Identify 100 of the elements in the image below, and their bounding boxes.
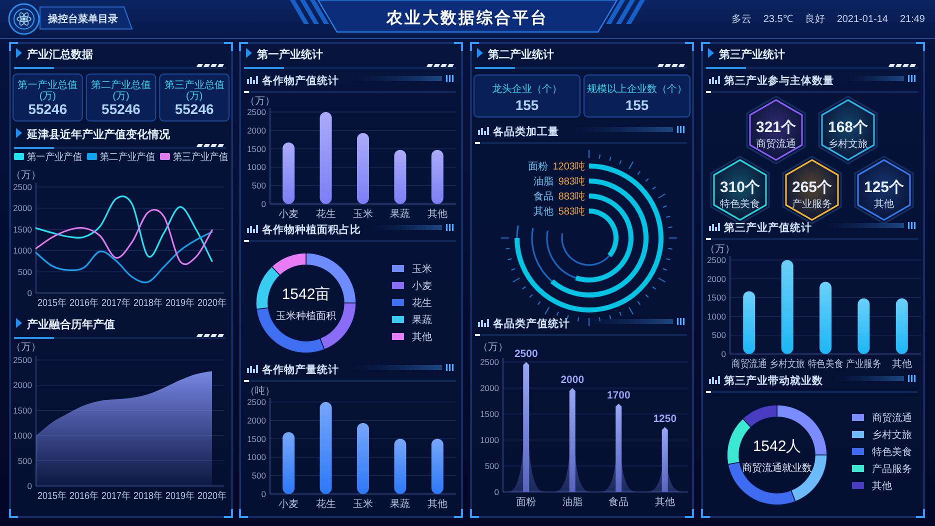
y-axis-title: （万） (705, 244, 735, 255)
x-tick-label: 玉米 (353, 208, 373, 220)
legend-label: 第一产业产值 (27, 151, 87, 163)
chart-title: 各作物产值统计 (261, 74, 339, 87)
x-tick-label: 2019年 (166, 297, 198, 309)
y-tick-label: 2000 (247, 415, 266, 426)
y-tick-label: 0 (721, 349, 726, 359)
y-tick-label: 500 (252, 180, 266, 191)
legend-label: 特色美食 (872, 446, 912, 458)
data-label: 55246 (174, 101, 214, 117)
x-tick-label: 其他 (654, 496, 675, 508)
bar (662, 427, 668, 492)
x-tick-label: 2018年 (134, 297, 166, 309)
y-tick-label: 1000 (480, 435, 500, 445)
legend-label: 商贸流通 (872, 412, 912, 424)
bar (394, 438, 406, 494)
text: 产业汇总数据 (26, 48, 93, 61)
bar (320, 112, 332, 204)
text: 1542亩 (282, 286, 330, 303)
x-tick-label: 特色美食 (808, 358, 848, 370)
x-tick-label: 2016年 (70, 297, 102, 309)
text: 1542人 (752, 438, 802, 455)
y-tick-label: 500 (18, 456, 32, 466)
x-tick-label: 果蔬 (390, 498, 410, 510)
legend-label: 其他 (412, 331, 432, 343)
y-tick-label: 2500 (480, 357, 500, 367)
bar (896, 298, 908, 354)
y-tick-label: 1000 (13, 246, 32, 256)
x-tick-label: 其他 (892, 358, 912, 370)
y-tick-label: 500 (712, 330, 726, 340)
x-tick-label: 2020年 (198, 490, 230, 502)
category-label: 产业服务 (792, 198, 832, 210)
category-label: 第二产业总值(万) (91, 79, 151, 102)
chart-title: 各作物产量统计 (261, 363, 339, 376)
y-tick-label: 0 (27, 481, 32, 491)
y-tick-label: 2500 (13, 182, 32, 192)
y-tick-label: 1500 (707, 292, 726, 303)
x-tick-label: 花生 (316, 498, 336, 510)
text: 23.5℃ (763, 14, 793, 25)
text: 21:49 (900, 14, 926, 25)
bar (431, 150, 444, 204)
bar (282, 432, 295, 494)
y-tick-label: 2000 (707, 274, 726, 284)
text: 良好 (804, 13, 825, 25)
y-tick-label: 500 (252, 470, 266, 481)
x-tick-label: 小麦 (278, 208, 299, 220)
data-label: 2000 (560, 374, 584, 386)
text: 168个 (828, 119, 868, 136)
category-label: 乡村文旅 (828, 138, 868, 150)
y-tick-label: 2000 (13, 203, 32, 214)
y-axis-title: （万） (11, 342, 41, 353)
x-tick-label: 2020年 (198, 297, 230, 309)
y-tick-label: 1500 (247, 434, 266, 444)
text: 农业大数据综合平台 (386, 9, 548, 27)
text: 第二产业统计 (487, 48, 554, 61)
legend-label: 乡村文旅 (872, 429, 912, 441)
x-tick-label: 玉米 (353, 498, 373, 510)
category-label: 第一产业总值(万) (18, 79, 78, 102)
y-tick-label: 1500 (480, 409, 500, 419)
x-tick-label: 2015年 (38, 297, 70, 309)
y-tick-label: 1500 (13, 405, 32, 416)
x-tick-label: 其他 (427, 498, 448, 510)
text: 第三产业统计 (718, 48, 785, 61)
bar (781, 260, 794, 354)
chart-title: 各作物种植面积占比 (261, 223, 361, 236)
text: 商贸流通就业数 (742, 462, 812, 474)
y-axis-title: （吨） (245, 385, 275, 397)
bar (523, 362, 530, 492)
data-label: 1700 (606, 390, 630, 402)
legend-label: 玉米 (412, 263, 432, 275)
legend-label: 小麦 (412, 280, 432, 292)
text: 操控台菜单目录 (47, 13, 118, 25)
legend-label: 第二产业产值 (100, 151, 160, 163)
chart-title: 延津县近年产业产值变化情况 (26, 128, 171, 141)
x-tick-label: 面粉 (516, 496, 536, 508)
text: 玉米种植面积 (276, 310, 336, 322)
x-tick-label: 2016年 (70, 490, 102, 502)
y-tick-label: 1500 (13, 224, 32, 234)
y-tick-label: 500 (18, 266, 32, 277)
y-axis-title: （万） (478, 342, 508, 353)
chart-title: 第三产业产值统计 (723, 221, 812, 234)
bar (858, 298, 870, 354)
category-label: 第三产业总值(万) (164, 79, 224, 102)
text: 310个 (720, 179, 760, 196)
bar (616, 404, 622, 492)
y-tick-label: 2500 (13, 355, 32, 365)
bar (357, 132, 369, 204)
x-tick-label: 2017年 (102, 490, 134, 502)
line-series (35, 231, 213, 284)
bar (282, 142, 295, 204)
y-tick-label: 2500 (247, 397, 266, 407)
bar (320, 402, 332, 494)
category-label: 特色美食 (720, 198, 760, 210)
bar (743, 291, 756, 354)
y-tick-label: 2500 (247, 107, 266, 117)
chart-title: 各品类产值统计 (492, 317, 570, 330)
data-label: 1203吨 (552, 160, 585, 172)
data-label: 2500 (514, 348, 538, 360)
x-tick-label: 2019年 (166, 490, 198, 502)
text: 265个 (792, 179, 832, 196)
